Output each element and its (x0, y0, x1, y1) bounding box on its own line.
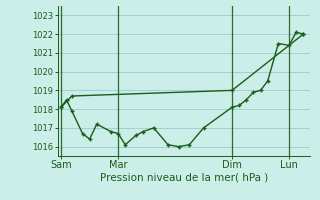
X-axis label: Pression niveau de la mer( hPa ): Pression niveau de la mer( hPa ) (100, 173, 268, 183)
